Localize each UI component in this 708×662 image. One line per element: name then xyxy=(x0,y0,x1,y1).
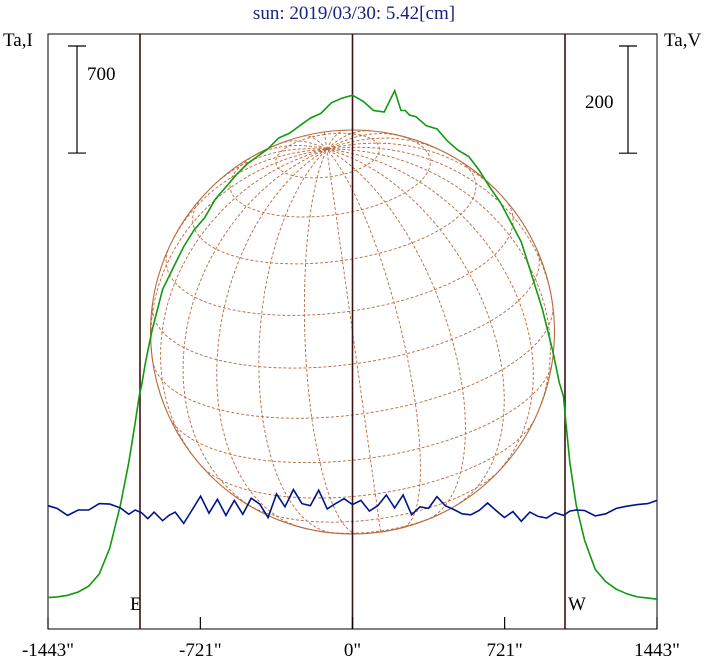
longitude-line xyxy=(326,137,439,150)
longitude-line xyxy=(160,148,327,466)
longitude-line xyxy=(258,149,330,533)
x-tick-label: 1443" xyxy=(634,640,680,661)
series-line-stokes-v xyxy=(47,487,658,525)
longitude-line xyxy=(326,146,553,304)
longitude-line xyxy=(182,148,327,512)
latitude-line xyxy=(275,132,380,179)
longitude-line xyxy=(326,149,382,532)
longitude-line xyxy=(219,148,327,181)
longitude-line xyxy=(323,131,328,150)
longitude-line xyxy=(326,142,499,193)
longitude-line xyxy=(150,148,327,361)
longitude-line xyxy=(326,148,534,480)
longitude-line xyxy=(326,149,466,519)
longitude-line xyxy=(326,130,371,150)
longitude-line xyxy=(303,149,358,535)
latitude-line xyxy=(248,469,501,523)
right-axis-label: Ta,V xyxy=(664,30,702,51)
longitude-line xyxy=(326,149,421,528)
latitude-line xyxy=(200,417,536,499)
longitude-line xyxy=(326,148,551,419)
x-tick-label: -721" xyxy=(179,640,222,661)
latitude-line xyxy=(316,512,443,534)
latitude-line xyxy=(192,160,477,265)
x-tick-label: 721" xyxy=(487,640,523,661)
series-line-stokes-i xyxy=(47,88,658,600)
latitude-line xyxy=(229,133,431,218)
west-label: W xyxy=(568,594,586,615)
longitude-line xyxy=(303,135,328,150)
scale-bar-right xyxy=(619,45,637,154)
chart-title: sun: 2019/03/30: 5.42[cm] xyxy=(252,3,456,24)
longitude-line xyxy=(326,129,346,150)
latitude-line xyxy=(151,249,540,369)
longitude-line xyxy=(279,140,327,150)
scale-bar-left xyxy=(68,45,86,154)
longitude-line xyxy=(173,148,327,238)
east-label: E xyxy=(130,594,142,615)
scale-bar-left-label: 700 xyxy=(87,64,116,85)
latitude-line xyxy=(169,364,553,464)
longitude-line xyxy=(326,133,397,150)
left-axis-label: Ta,I xyxy=(3,30,33,51)
longitude-line xyxy=(326,148,505,507)
scale-bar-right-label: 200 xyxy=(585,92,614,113)
x-tick-label: 0" xyxy=(344,640,361,661)
x-tick-label: -1443" xyxy=(22,640,74,661)
longitude-line xyxy=(216,149,328,528)
